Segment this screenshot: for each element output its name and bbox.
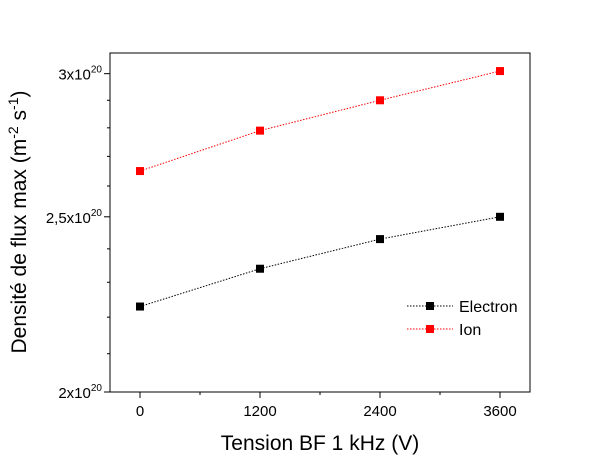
legend: Electron Ion	[407, 299, 518, 339]
legend-label: Electron	[459, 299, 518, 316]
y-axis-title-mid: s	[8, 110, 31, 126]
data-point	[256, 126, 264, 135]
series-layer	[136, 67, 504, 311]
data-point	[136, 167, 144, 176]
x-tick-label: 0	[136, 403, 144, 420]
y-axis-title-sup2: -1	[5, 97, 21, 110]
y-axis-title: Densité de flux max (m-2 s-1)	[5, 91, 31, 354]
y-tick-label: 2,5x1020	[46, 208, 103, 227]
legend-label: Ion	[459, 322, 481, 339]
y-axis-title-main: Densité de flux max (m	[8, 139, 31, 354]
data-point	[496, 212, 504, 221]
x-axis-ticks: 0 1200 2400 3600	[136, 392, 517, 420]
y-axis-ticks: 2x1020 2,5x1020 3x1020	[46, 65, 110, 402]
data-point	[496, 67, 504, 76]
series-line	[139, 216, 501, 308]
x-tick-label: 3600	[483, 403, 516, 420]
data-point	[136, 302, 144, 311]
data-point	[376, 96, 384, 105]
y-axis-title-end: )	[8, 91, 31, 98]
legend-marker	[426, 325, 434, 333]
data-point	[376, 235, 384, 244]
legend-marker	[426, 302, 434, 310]
x-tick-label: 2400	[363, 403, 396, 420]
y-tick-label: 3x1020	[58, 65, 102, 84]
y-tick-label: 2x1020	[58, 383, 102, 402]
y-axis-title-sup1: -2	[5, 126, 21, 139]
plot-area	[109, 52, 531, 393]
x-axis-title: Tension BF 1 kHz (V)	[221, 432, 419, 455]
series-line	[139, 70, 501, 172]
data-point	[256, 264, 264, 273]
x-tick-label: 1200	[243, 403, 276, 420]
